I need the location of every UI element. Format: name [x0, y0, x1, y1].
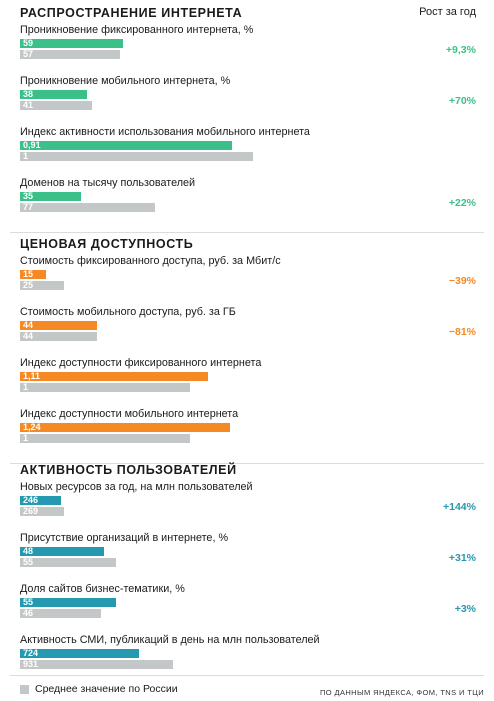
metric-label: Доменов на тысячу пользователей	[20, 177, 196, 189]
metric-row: Проникновение фиксированного интернета, …	[0, 24, 494, 68]
section-title-3: АКТИВНОСТЬ ПОЛЬЗОВАТЕЛЕЙ	[20, 463, 237, 477]
region-value-bar: 44	[20, 320, 97, 330]
region-value-label: 35	[23, 191, 34, 201]
average-value-bar: 25	[20, 280, 64, 290]
average-value-label: 77	[23, 202, 34, 212]
growth-value: +3%	[454, 603, 476, 615]
growth-value: +22%	[448, 197, 476, 209]
legend-swatch-average	[20, 684, 29, 694]
legend: Среднее значение по России	[20, 683, 178, 695]
metric-row: Индекс активности использования мобильно…	[0, 126, 494, 170]
metric-label: Проникновение фиксированного интернета, …	[20, 24, 254, 36]
average-value-label: 55	[23, 557, 34, 567]
region-value-label: 0,91	[23, 140, 41, 150]
region-value-bar: 246	[20, 495, 61, 505]
average-value-label: 41	[23, 100, 34, 110]
region-value-label: 59	[23, 38, 34, 48]
region-value-label: 15	[23, 269, 34, 279]
average-value-bar: 931	[20, 659, 173, 669]
metric-label: Стоимость мобильного доступа, руб. за ГБ	[20, 306, 236, 318]
average-value-bar: 1	[20, 433, 190, 443]
metric-label: Активность СМИ, публикаций в день на млн…	[20, 634, 320, 646]
average-value-label: 931	[23, 659, 39, 669]
metric-row: Индекс доступности фиксированного интерн…	[0, 357, 494, 401]
region-value-label: 1,11	[23, 371, 41, 381]
growth-value: +9,3%	[445, 44, 476, 56]
source-note: ПО ДАННЫМ ЯНДЕКСА, ФОМ, TNS И ТЦИ	[319, 688, 484, 697]
growth-value: −81%	[448, 326, 476, 338]
average-value-bar: 46	[20, 608, 101, 618]
region-value-bar: 724	[20, 648, 139, 658]
average-value-label: 25	[23, 280, 34, 290]
metric-row: Присутствие организаций в интернете, % 48…	[0, 532, 494, 576]
metric-label: Индекс доступности мобильного интернета	[20, 408, 239, 420]
growth-value: +144%	[443, 501, 476, 513]
average-value-bar: 57	[20, 49, 120, 59]
growth-value: +70%	[448, 95, 476, 107]
average-value-bar: 77	[20, 202, 155, 212]
average-value-label: 57	[23, 49, 34, 59]
average-value-label: 1	[23, 151, 29, 161]
metric-row: Доля сайтов бизнес-тематики, % 55 46 +3%	[0, 583, 494, 627]
region-value-bar: 35	[20, 191, 81, 201]
metric-row: Активность СМИ, публикаций в день на млн…	[0, 634, 494, 678]
metric-label: Новых ресурсов за год, на млн пользовате…	[20, 481, 253, 493]
average-value-bar: 55	[20, 557, 116, 567]
region-value-label: 44	[23, 320, 34, 330]
average-value-bar: 41	[20, 100, 92, 110]
region-value-bar: 55	[20, 597, 116, 607]
metric-row: Стоимость фиксированного доступа, руб. з…	[0, 255, 494, 299]
region-value-label: 246	[23, 495, 39, 505]
section-title-1: РАСПРОСТРАНЕНИЕ ИНТЕРНЕТА	[20, 6, 243, 20]
region-value-label: 55	[23, 597, 34, 607]
metric-label: Стоимость фиксированного доступа, руб. з…	[20, 255, 281, 267]
region-value-bar: 1,24	[20, 422, 230, 432]
region-value-label: 48	[23, 546, 34, 556]
average-value-bar: 1	[20, 382, 190, 392]
region-value-label: 38	[23, 89, 34, 99]
average-value-label: 269	[23, 506, 39, 516]
region-value-label: 724	[23, 648, 39, 658]
metric-label: Присутствие организаций в интернете, %	[20, 532, 229, 544]
region-value-label: 1,24	[23, 422, 41, 432]
region-value-bar: 1,11	[20, 371, 208, 381]
section-divider	[10, 232, 484, 233]
metric-row: Доменов на тысячу пользователей 35 77 +22%	[0, 177, 494, 221]
metric-row: Новых ресурсов за год, на млн пользовате…	[0, 481, 494, 525]
metric-label: Доля сайтов бизнес-тематики, %	[20, 583, 185, 595]
region-value-bar: 59	[20, 38, 123, 48]
region-value-bar: 15	[20, 269, 46, 279]
metric-row: Индекс доступности мобильного интернета 1…	[0, 408, 494, 452]
region-value-bar: 38	[20, 89, 87, 99]
average-value-bar: 44	[20, 331, 97, 341]
average-value-label: 1	[23, 382, 29, 392]
metric-row: Стоимость мобильного доступа, руб. за ГБ…	[0, 306, 494, 350]
region-value-bar: 0,91	[20, 140, 232, 150]
average-value-label: 1	[23, 433, 29, 443]
metric-label: Индекс доступности фиксированного интерн…	[20, 357, 262, 369]
region-value-bar: 48	[20, 546, 104, 556]
section-title-2: ЦЕНОВАЯ ДОСТУПНОСТЬ	[20, 237, 194, 251]
average-value-label: 44	[23, 331, 34, 341]
footer-divider	[10, 675, 484, 676]
legend-label: Среднее значение по России	[35, 683, 178, 695]
growth-column-header: Рост за год	[419, 6, 476, 18]
section-divider	[10, 463, 484, 464]
growth-value: −39%	[448, 275, 476, 287]
average-value-bar: 269	[20, 506, 64, 516]
metric-row: Проникновение мобильного интернета, % 38 4…	[0, 75, 494, 119]
average-value-bar: 1	[20, 151, 253, 161]
growth-value: +31%	[448, 552, 476, 564]
metric-label: Индекс активности использования мобильно…	[20, 126, 310, 138]
average-value-label: 46	[23, 608, 34, 618]
metric-label: Проникновение мобильного интернета, %	[20, 75, 231, 87]
